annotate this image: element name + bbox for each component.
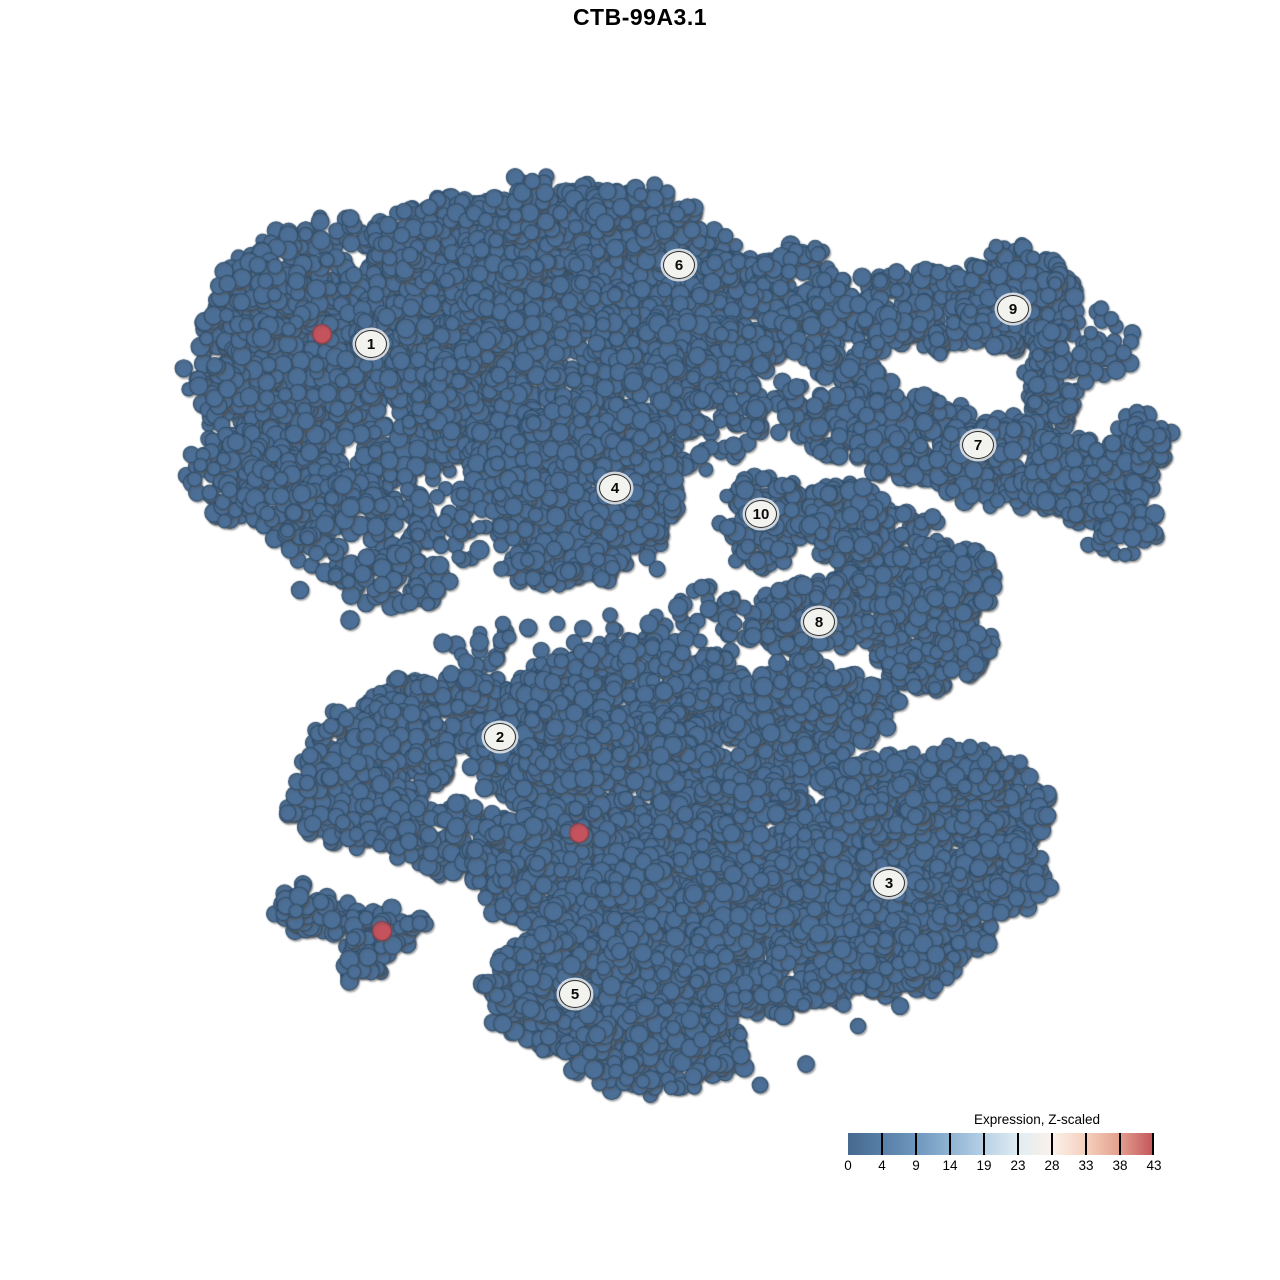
legend-tick-label: 4 bbox=[878, 1158, 886, 1173]
legend-tick bbox=[1017, 1133, 1019, 1155]
cluster-label-10: 10 bbox=[745, 500, 777, 528]
cluster-label-6: 6 bbox=[663, 251, 695, 279]
cluster-label-9: 9 bbox=[997, 295, 1029, 323]
legend-tick bbox=[1085, 1133, 1087, 1155]
cluster-label-4: 4 bbox=[599, 474, 631, 502]
cluster-label-5: 5 bbox=[559, 980, 591, 1008]
legend-tick bbox=[1051, 1133, 1053, 1155]
cluster-label-7: 7 bbox=[962, 431, 994, 459]
legend-title: Expression, Z-scaled bbox=[974, 1112, 1101, 1127]
legend-tick-label: 14 bbox=[942, 1158, 958, 1173]
legend-tick bbox=[949, 1133, 951, 1155]
legend-tick-label: 28 bbox=[1044, 1158, 1060, 1173]
legend-tick bbox=[881, 1133, 883, 1155]
legend-tick bbox=[1119, 1133, 1121, 1155]
legend-tick-label: 38 bbox=[1112, 1158, 1128, 1173]
cluster-label-8: 8 bbox=[803, 608, 835, 636]
cluster-label-2: 2 bbox=[484, 723, 516, 751]
legend-tick bbox=[1152, 1133, 1154, 1155]
legend-tick-label: 9 bbox=[912, 1158, 920, 1173]
legend-colorbar bbox=[848, 1133, 1154, 1155]
cluster-label-1: 1 bbox=[355, 330, 387, 358]
legend-tick bbox=[983, 1133, 985, 1155]
legend-tick-label: 0 bbox=[844, 1158, 852, 1173]
legend-tick-label: 19 bbox=[976, 1158, 992, 1173]
legend-tick-label: 33 bbox=[1078, 1158, 1094, 1173]
legend-tick-label: 23 bbox=[1010, 1158, 1026, 1173]
legend-tick bbox=[915, 1133, 917, 1155]
cluster-label-3: 3 bbox=[873, 869, 905, 897]
legend-tick-label: 43 bbox=[1146, 1158, 1162, 1173]
expression-legend: Expression, Z-scaled 0 4 9 14 19 23 28 33 38 43 bbox=[844, 1112, 1161, 1178]
